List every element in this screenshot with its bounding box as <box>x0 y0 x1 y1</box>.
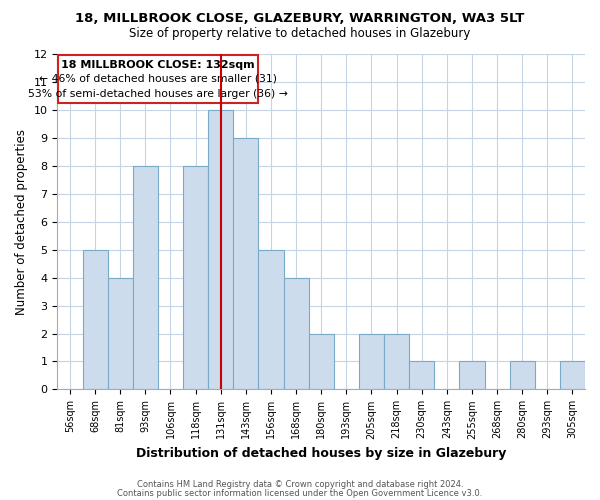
Text: 18 MILLBROOK CLOSE: 132sqm: 18 MILLBROOK CLOSE: 132sqm <box>61 60 255 70</box>
Bar <box>384 334 409 390</box>
Bar <box>208 110 233 390</box>
Bar <box>409 362 434 390</box>
Text: ← 46% of detached houses are smaller (31): ← 46% of detached houses are smaller (31… <box>39 74 277 84</box>
Text: Contains HM Land Registry data © Crown copyright and database right 2024.: Contains HM Land Registry data © Crown c… <box>137 480 463 489</box>
Bar <box>308 334 334 390</box>
Text: 18, MILLBROOK CLOSE, GLAZEBURY, WARRINGTON, WA3 5LT: 18, MILLBROOK CLOSE, GLAZEBURY, WARRINGT… <box>76 12 524 26</box>
Bar <box>233 138 259 390</box>
Text: 53% of semi-detached houses are larger (36) →: 53% of semi-detached houses are larger (… <box>28 88 288 99</box>
Y-axis label: Number of detached properties: Number of detached properties <box>15 128 28 314</box>
Bar <box>259 250 284 390</box>
Bar <box>83 250 107 390</box>
Bar <box>284 278 308 390</box>
Bar <box>359 334 384 390</box>
Bar <box>460 362 485 390</box>
Bar <box>133 166 158 390</box>
Bar <box>509 362 535 390</box>
FancyBboxPatch shape <box>58 54 259 103</box>
Text: Size of property relative to detached houses in Glazebury: Size of property relative to detached ho… <box>130 28 470 40</box>
Text: Contains public sector information licensed under the Open Government Licence v3: Contains public sector information licen… <box>118 490 482 498</box>
X-axis label: Distribution of detached houses by size in Glazebury: Distribution of detached houses by size … <box>136 447 506 460</box>
Bar <box>107 278 133 390</box>
Bar <box>183 166 208 390</box>
Bar <box>560 362 585 390</box>
